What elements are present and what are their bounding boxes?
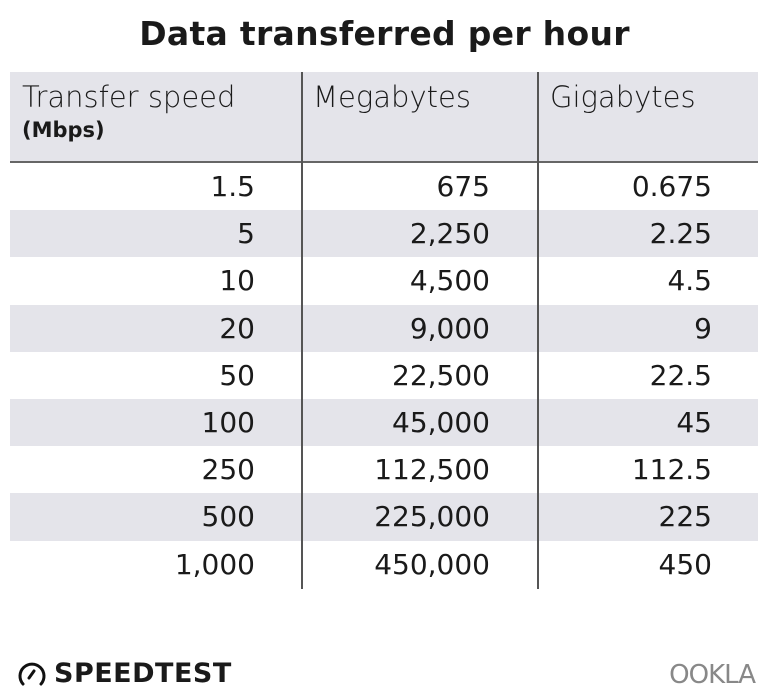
speed-cell: 50 xyxy=(219,358,255,392)
header-megabytes: Megabytes xyxy=(313,80,471,114)
column-divider xyxy=(537,72,539,589)
gigabytes-cell: 4.5 xyxy=(667,264,712,298)
megabytes-cell: 4,500 xyxy=(409,264,490,298)
megabytes-cell: 450,000 xyxy=(374,547,490,581)
speed-cell: 1.5 xyxy=(210,170,255,203)
table-row: 20 9,000 9 xyxy=(10,304,758,352)
speedtest-logo: SPEEDTEST xyxy=(18,658,232,689)
table-title: Data transferred per hour xyxy=(139,14,630,53)
gigabytes-cell: 0.675 xyxy=(631,170,712,203)
speed-cell: 20 xyxy=(219,311,255,345)
speed-cell: 250 xyxy=(201,453,255,487)
header-gigabytes: Gigabytes xyxy=(550,80,696,114)
speed-cell: 10 xyxy=(219,264,255,298)
gigabytes-cell: 9 xyxy=(694,311,712,345)
speed-cell: 500 xyxy=(201,500,255,534)
megabytes-cell: 45,000 xyxy=(392,405,490,439)
header-unit: (Mbps) xyxy=(22,118,105,142)
megabytes-cell: 112,500 xyxy=(374,453,490,487)
gigabytes-cell: 450 xyxy=(658,547,712,581)
megabytes-cell: 675 xyxy=(436,170,490,203)
gigabytes-cell: 22.5 xyxy=(649,358,712,392)
megabytes-cell: 2,250 xyxy=(409,217,490,251)
speed-cell: 100 xyxy=(201,405,255,439)
table-row: 250 112,500 112.5 xyxy=(10,446,758,493)
ookla-logo: OOKLA xyxy=(669,660,756,690)
speed-cell: 5 xyxy=(237,217,255,251)
megabytes-cell: 22,500 xyxy=(392,358,490,392)
megabytes-cell: 9,000 xyxy=(409,311,490,345)
speed-cell: 1,000 xyxy=(174,547,255,581)
gigabytes-cell: 225 xyxy=(658,500,712,534)
gigabytes-cell: 112.5 xyxy=(631,453,712,487)
table-row: 5 2,250 2.25 xyxy=(10,210,758,258)
table-row: 500 225,000 225 xyxy=(10,493,758,541)
table-header: Transfer speed (Mbps) Megabytes Gigabyte… xyxy=(10,72,758,163)
table-row: 100 45,000 45 xyxy=(10,398,758,447)
table-row: 1,000 450,000 450 xyxy=(10,541,758,588)
column-divider xyxy=(301,72,303,589)
speedtest-wordmark: SPEEDTEST xyxy=(54,658,232,689)
gigabytes-cell: 2.25 xyxy=(649,217,712,251)
megabytes-cell: 225,000 xyxy=(374,500,490,534)
table-row: 50 22,500 22.5 xyxy=(10,352,758,399)
data-table: Transfer speed (Mbps) Megabytes Gigabyte… xyxy=(10,72,758,588)
gigabytes-cell: 45 xyxy=(676,405,712,439)
table-row: 1.5 675 0.675 xyxy=(10,163,758,210)
speedometer-icon xyxy=(18,662,46,685)
table-row: 10 4,500 4.5 xyxy=(10,257,758,304)
header-transfer-speed: Transfer speed xyxy=(22,80,236,114)
